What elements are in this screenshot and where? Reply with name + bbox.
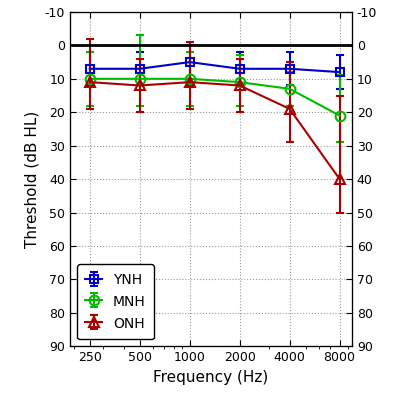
- Legend: YNH, MNH, ONH: YNH, MNH, ONH: [77, 264, 154, 339]
- Y-axis label: Threshold (dB HL): Threshold (dB HL): [24, 111, 39, 248]
- X-axis label: Frequency (Hz): Frequency (Hz): [153, 370, 269, 385]
